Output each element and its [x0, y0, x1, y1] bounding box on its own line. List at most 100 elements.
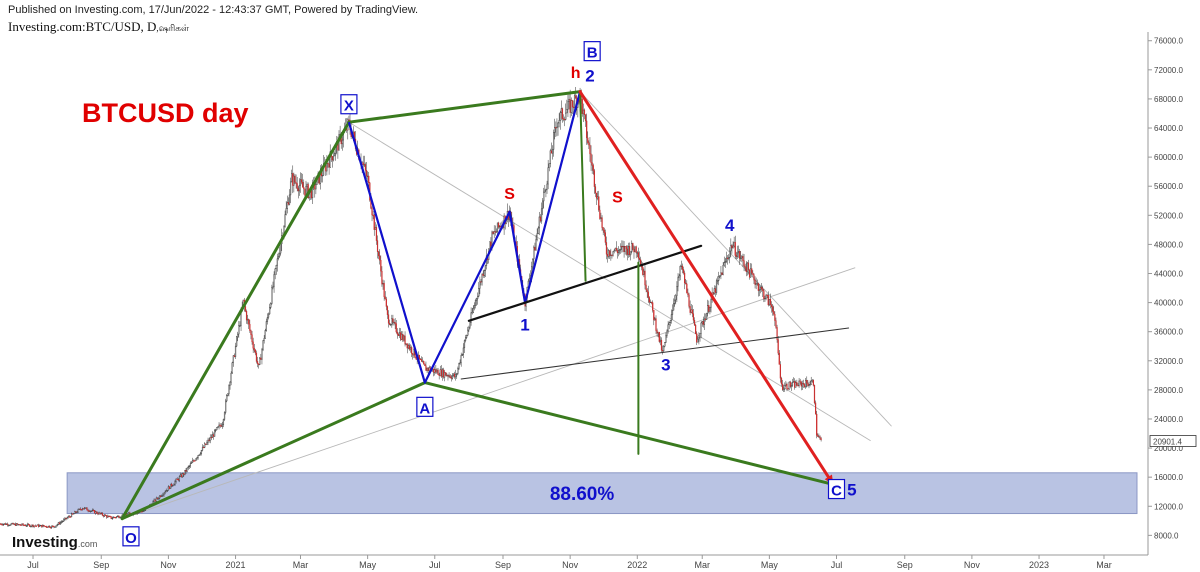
- candle: [657, 331, 659, 338]
- candle-body: [267, 313, 270, 318]
- candle: [41, 524, 43, 528]
- candle-body: [306, 184, 308, 187]
- candle: [367, 171, 369, 183]
- candle: [673, 298, 675, 311]
- candle-body: [586, 120, 588, 139]
- candle: [415, 356, 417, 360]
- candle: [260, 353, 262, 360]
- candle: [392, 314, 394, 326]
- candle: [774, 311, 776, 327]
- candle: [37, 523, 40, 528]
- candle-body: [589, 144, 591, 155]
- candle: [58, 521, 61, 525]
- candle-body: [215, 429, 217, 431]
- candle: [44, 525, 46, 528]
- candle-body: [773, 311, 775, 315]
- candle-body: [794, 381, 796, 388]
- candle-body: [743, 260, 745, 267]
- candle: [594, 183, 597, 198]
- candle-body: [535, 239, 537, 251]
- candle-body: [390, 324, 392, 326]
- candle-body: [210, 437, 212, 439]
- symbol-name: Investing.com:BTC/USD, D: [8, 19, 157, 34]
- y-tick-label: 16000.0: [1154, 473, 1183, 482]
- candle: [442, 367, 445, 379]
- candle-body: [187, 466, 189, 469]
- x-tick-label: Sep: [495, 560, 511, 570]
- y-tick-label: 32000.0: [1154, 357, 1183, 366]
- candle: [219, 423, 221, 429]
- candle-body: [482, 273, 484, 276]
- candle: [170, 483, 172, 489]
- candle-body: [271, 287, 273, 304]
- candle-body: [233, 355, 236, 357]
- candle: [54, 526, 56, 528]
- candle-body: [764, 297, 766, 300]
- candle: [2, 523, 4, 527]
- candle-body: [558, 120, 560, 124]
- candle-body: [227, 393, 229, 396]
- candle-body: [588, 142, 590, 146]
- fib-zone: [66, 472, 1138, 515]
- candle-body: [87, 509, 89, 512]
- candle-body: [617, 250, 620, 254]
- candle-body: [490, 241, 492, 247]
- candle-body: [636, 252, 638, 254]
- candle-body: [639, 259, 642, 265]
- candle: [537, 226, 539, 235]
- candle-body: [802, 383, 805, 385]
- candle-body: [581, 99, 583, 114]
- candle-body: [717, 280, 719, 282]
- candle: [92, 508, 95, 512]
- candle-body: [177, 478, 179, 481]
- candle-body: [489, 241, 491, 249]
- candle: [239, 321, 241, 327]
- candle-body: [238, 325, 240, 335]
- candle-body: [48, 525, 51, 528]
- candle: [398, 327, 401, 338]
- candle-body: [628, 245, 631, 256]
- candle-body: [709, 307, 711, 312]
- candle: [816, 410, 818, 439]
- candle-body: [263, 338, 265, 341]
- candle-body: [693, 319, 696, 326]
- candle-body: [383, 283, 385, 297]
- candle: [111, 516, 113, 520]
- candle-body: [750, 268, 752, 278]
- candle: [262, 340, 264, 352]
- candle-body: [702, 321, 704, 325]
- candle: [252, 337, 254, 354]
- candle: [493, 225, 495, 239]
- x-tick-label: 2023: [1029, 560, 1049, 570]
- candle: [506, 203, 509, 223]
- candle-body: [91, 509, 94, 512]
- candle: [90, 510, 92, 513]
- candle-body: [498, 222, 500, 228]
- candle: [234, 342, 237, 359]
- candle: [789, 380, 791, 389]
- candle-body: [675, 295, 677, 301]
- candle-body: [405, 343, 407, 345]
- candle: [291, 169, 293, 183]
- candle: [733, 236, 735, 248]
- candle-body: [394, 321, 396, 324]
- candle-body: [288, 194, 291, 205]
- candle: [297, 186, 299, 199]
- candle-body: [92, 509, 95, 512]
- candle-body: [76, 511, 78, 514]
- candle: [548, 163, 550, 172]
- candle: [802, 379, 805, 388]
- candle: [558, 113, 560, 128]
- candle: [78, 508, 80, 511]
- candle-body: [321, 175, 324, 177]
- candle-body: [707, 305, 709, 314]
- candle-body: [284, 214, 286, 227]
- candle-body: [564, 118, 566, 121]
- candle: [564, 116, 566, 127]
- candle: [773, 305, 775, 316]
- candle-body: [231, 362, 233, 374]
- candle: [464, 334, 467, 343]
- candle: [302, 173, 304, 188]
- candle-body: [304, 188, 306, 196]
